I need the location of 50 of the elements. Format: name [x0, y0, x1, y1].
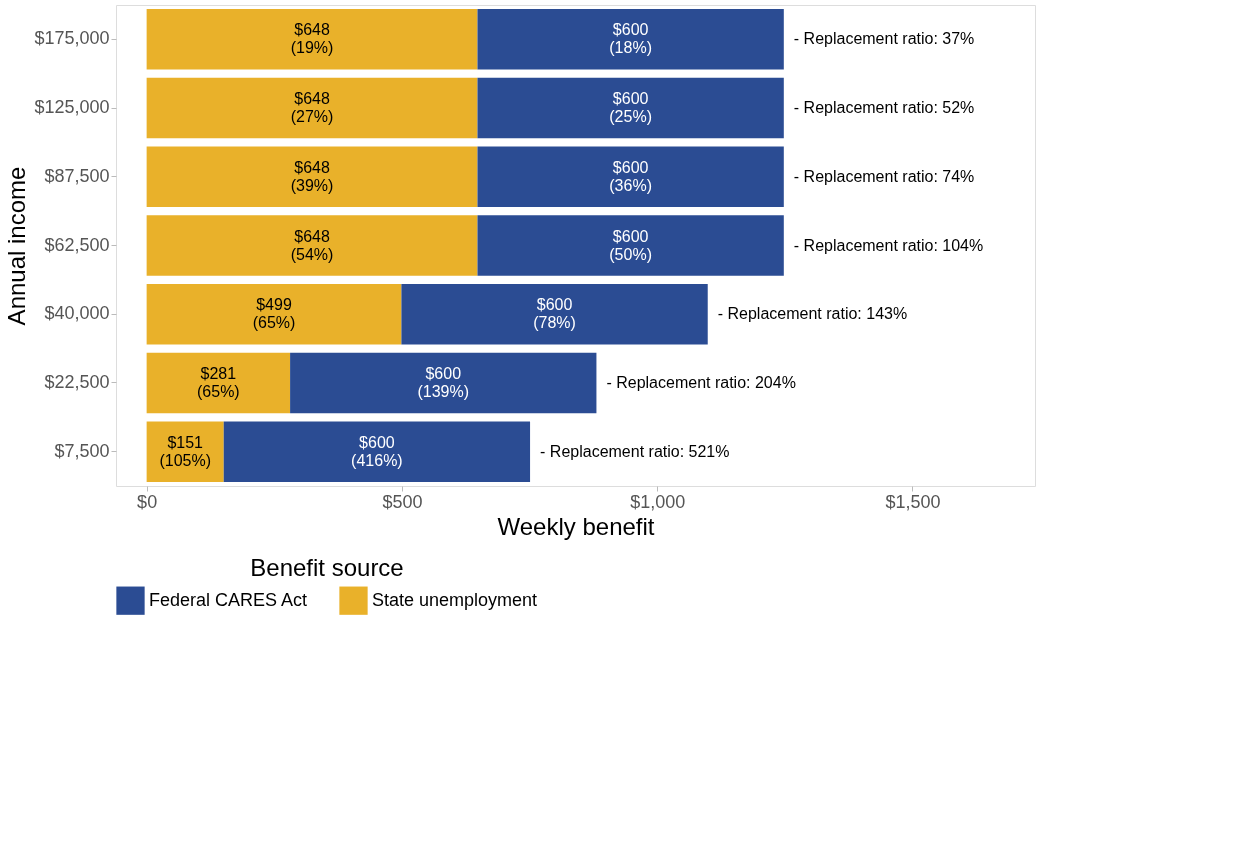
bar [146, 77, 478, 139]
bar [146, 215, 478, 276]
data-label: $600 (416%) [351, 433, 403, 469]
annotation: - Replacement ratio: 52% [793, 99, 975, 117]
data-label: $151 (105%) [159, 433, 211, 469]
legend-label: State unemployment [372, 589, 538, 610]
bar [477, 9, 784, 70]
data-label: $600 (78%) [533, 296, 576, 332]
bar [146, 283, 402, 345]
x-tick-label: $1,500 [885, 491, 941, 512]
data-label: $648 (27%) [290, 90, 334, 126]
annotation: - Replacement ratio: 143% [717, 305, 908, 323]
annotation: - Replacement ratio: 104% [793, 236, 984, 254]
data-label: $281 (65%) [197, 364, 240, 400]
y-tick-label: $7,500 [54, 440, 110, 461]
data-label: $600 (36%) [609, 158, 652, 194]
bar [223, 421, 531, 482]
annotation: - Replacement ratio: 204% [606, 373, 796, 391]
annotation: - Replacement ratio: 37% [793, 30, 975, 48]
x-tick-label: $0 [137, 491, 158, 512]
y-tick-label: $125,000 [34, 97, 110, 118]
data-label: $648 (39%) [290, 158, 334, 194]
annotation: - Replacement ratio: 74% [793, 167, 975, 185]
x-axis-title: Weekly benefit [497, 512, 655, 540]
bar [146, 146, 478, 208]
bar [477, 215, 784, 276]
bar [290, 352, 597, 414]
bar [146, 9, 478, 70]
y-tick-label: $62,500 [44, 234, 110, 255]
y-tick-label: $87,500 [44, 165, 110, 186]
data-label: $600 (25%) [609, 90, 652, 126]
y-tick-label: $22,500 [44, 371, 110, 392]
bar [146, 352, 291, 414]
y-tick-label: $175,000 [34, 28, 110, 49]
y-axis-title: Annual income [3, 166, 31, 326]
bar [477, 146, 784, 208]
y-tick-label: $40,000 [44, 303, 110, 324]
legend-label: Federal CARES Act [149, 589, 308, 610]
x-tick-label: $1,000 [630, 491, 686, 512]
data-label: $600 (18%) [609, 21, 652, 57]
data-label: $648 (54%) [290, 227, 334, 263]
x-tick-label: $500 [382, 491, 423, 512]
annotation: - Replacement ratio: 521% [540, 442, 730, 460]
bar [401, 283, 708, 345]
legend-title: Benefit source [250, 554, 404, 581]
data-label: $600 (50%) [609, 227, 652, 263]
data-label: $499 (65%) [252, 296, 296, 332]
bar [477, 77, 784, 139]
data-label: $648 (19%) [290, 21, 334, 57]
data-label: $600 (139%) [417, 364, 470, 400]
